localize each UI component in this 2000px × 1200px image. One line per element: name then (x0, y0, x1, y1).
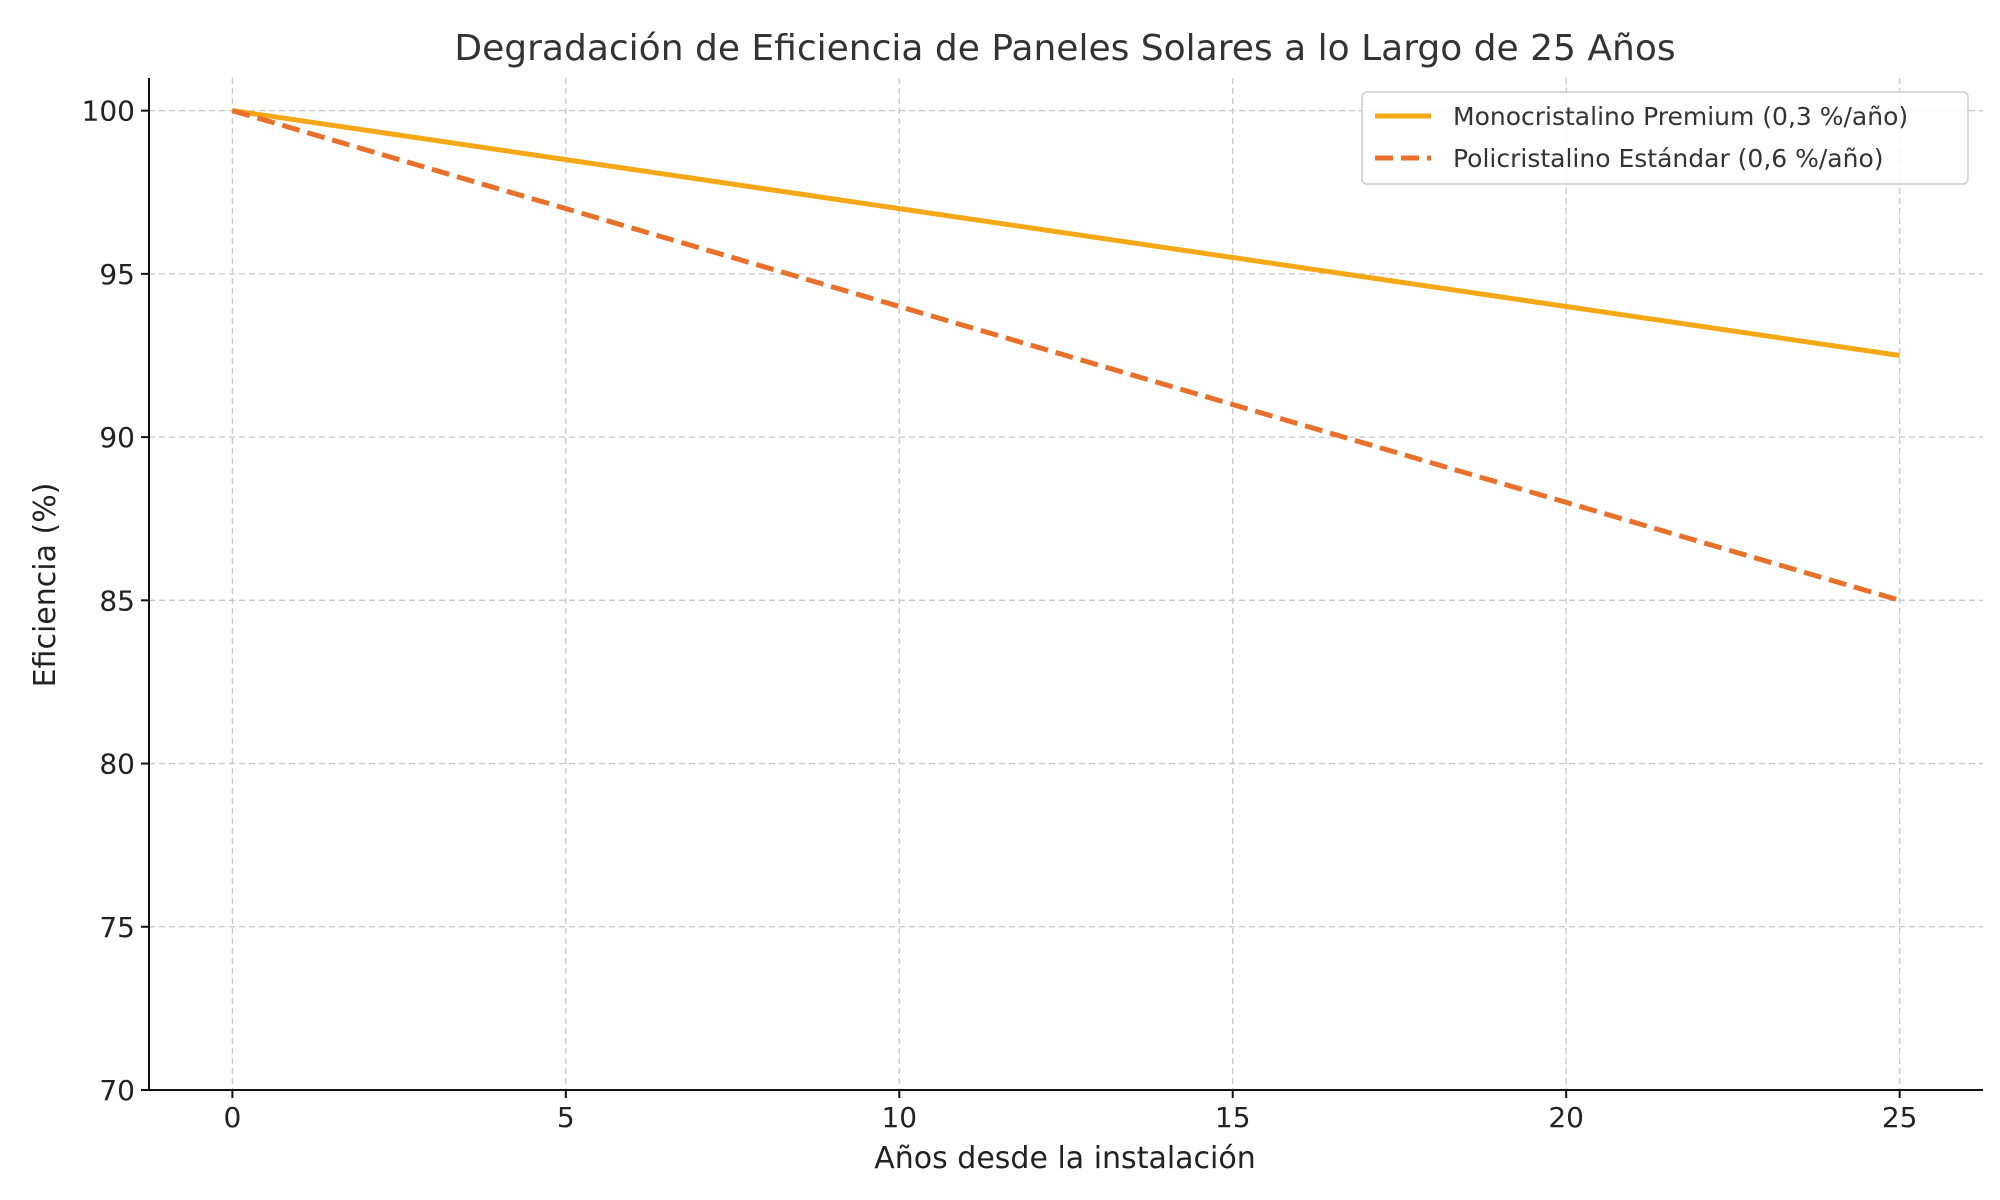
y-tick-label: 85 (99, 584, 135, 617)
y-tick-label: 75 (99, 911, 135, 944)
legend-label-2: Policristalino Estándar (0,6 %/año) (1453, 144, 1884, 173)
legend-label-1: Monocristalino Premium (0,3 %/año) (1453, 102, 1908, 131)
x-tick-label: 5 (557, 1101, 575, 1134)
x-tick-label: 0 (223, 1101, 241, 1134)
x-axis-ticks: 0 5 10 15 20 25 (223, 1090, 1917, 1134)
x-axis-label: Años desde la instalación (874, 1141, 1256, 1176)
x-tick-label: 15 (1215, 1101, 1251, 1134)
x-tick-label: 20 (1548, 1101, 1584, 1134)
legend-box (1361, 91, 1969, 185)
x-tick-label: 25 (1882, 1101, 1918, 1134)
series-line-1 (232, 108, 1900, 358)
chart-title: Degradación de Eficiencia de Paneles Sol… (454, 28, 1675, 69)
y-axis-label: Eficiencia (%) (28, 483, 63, 688)
y-tick-label: 95 (99, 258, 135, 291)
y-tick-label: 100 (82, 95, 135, 128)
legend: Monocristalino Premium (0,3 %/año) Policr… (1361, 91, 1969, 185)
y-tick-label: 90 (99, 421, 135, 454)
grid (149, 78, 1983, 1090)
series-line-2 (231, 108, 1901, 603)
y-tick-label: 70 (99, 1074, 135, 1107)
series-layer (231, 108, 1901, 603)
y-axis-ticks: 70 75 80 85 90 95 100 (82, 95, 149, 1107)
y-tick-label: 80 (99, 748, 135, 781)
axes (148, 78, 1983, 1091)
x-tick-label: 10 (881, 1101, 917, 1134)
